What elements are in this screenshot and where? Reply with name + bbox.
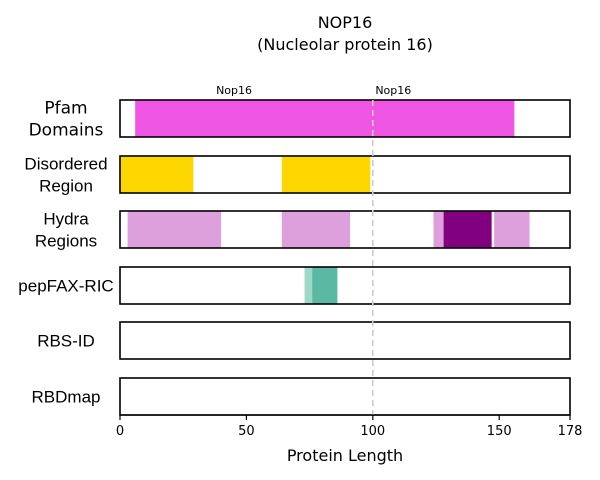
track-label-3-line-0: pepFAX-RIC bbox=[18, 277, 113, 296]
track-frame-4 bbox=[119, 321, 571, 360]
x-axis-label: Protein Length bbox=[287, 446, 403, 465]
track-2-segment-1 bbox=[281, 211, 351, 248]
chart-title: NOP16 bbox=[318, 13, 373, 32]
domain-label-0: Nop16 bbox=[216, 84, 252, 97]
track-label-0-line-0: Pfam bbox=[44, 99, 87, 119]
track-3-segment-0 bbox=[304, 267, 313, 304]
track-frame-5 bbox=[119, 377, 571, 416]
track-2-segment-3 bbox=[443, 211, 492, 248]
track-label-1-line-1: Region bbox=[39, 177, 93, 196]
track-label-2-line-1: Regions bbox=[35, 232, 97, 251]
x-tick-label-0: 0 bbox=[116, 424, 124, 439]
track-frame-0 bbox=[119, 99, 571, 138]
track-3: pepFAX-RIC bbox=[18, 266, 571, 305]
track-label-1-line-0: Disordered bbox=[24, 155, 107, 174]
track-2: Hydra Regions bbox=[35, 210, 571, 251]
x-tick-label-2: 100 bbox=[360, 424, 385, 439]
track-frame-1 bbox=[119, 155, 571, 194]
chart-subtitle: (Nucleolar protein 16) bbox=[257, 35, 433, 54]
track-2-segment-4 bbox=[494, 211, 530, 248]
track-1-segment-1 bbox=[281, 156, 371, 193]
track-2-segment-0 bbox=[127, 211, 222, 248]
track-label-2-line-0: Hydra bbox=[43, 210, 89, 229]
track-frame-2 bbox=[119, 210, 571, 249]
track-3-segment-1 bbox=[312, 267, 338, 304]
x-tick-label-1: 50 bbox=[238, 424, 255, 439]
domain-label-1: Nop16 bbox=[375, 84, 411, 97]
x-tick-label-4: 178 bbox=[558, 424, 583, 439]
track-label-0-line-1: Domains bbox=[29, 121, 104, 141]
track-4: RBS-ID bbox=[37, 321, 571, 360]
track-label-5-line-0: RBDmap bbox=[32, 388, 101, 407]
x-tick-label-3: 150 bbox=[487, 424, 512, 439]
track-label-4-line-0: RBS-ID bbox=[37, 332, 95, 351]
track-1: Disordered Region bbox=[24, 155, 571, 196]
x-axis: 0 50 100 150 178 bbox=[116, 414, 583, 439]
track-frame-3 bbox=[119, 266, 571, 305]
track-5: RBDmap bbox=[32, 377, 571, 416]
track-2-segment-2 bbox=[433, 211, 444, 248]
track-1-segment-0 bbox=[120, 156, 194, 193]
track-0-segment-0 bbox=[135, 100, 515, 137]
